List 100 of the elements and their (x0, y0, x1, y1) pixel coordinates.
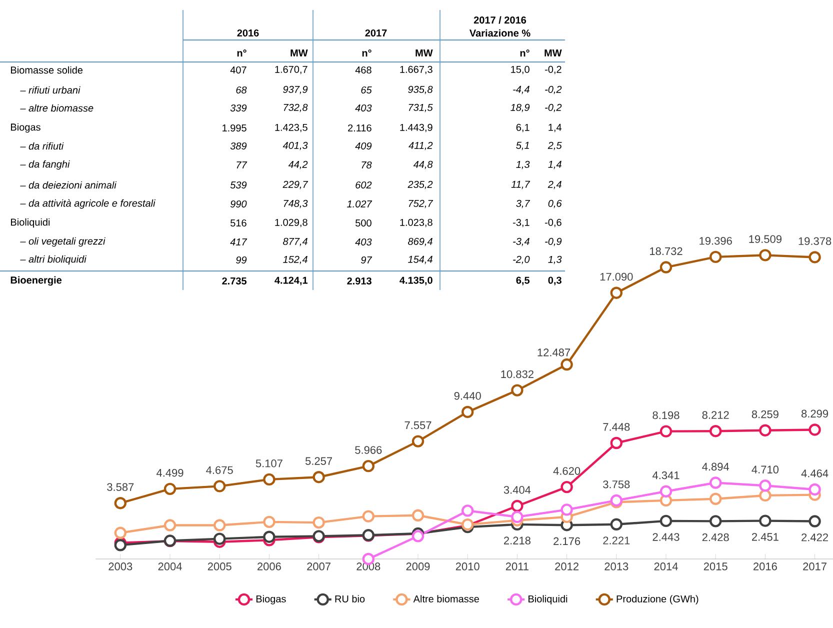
point (560, 480, 573, 494)
text: 1.423,5 (275, 124, 308, 132)
point (362, 460, 375, 472)
point (412, 435, 424, 448)
point (759, 424, 772, 436)
text: 68 (236, 86, 247, 94)
annotation: 152,4 (283, 256, 308, 264)
text: 409 (355, 142, 372, 150)
text: 403 (355, 238, 372, 246)
annotation: 6,5 (516, 276, 530, 286)
data-label: 9.440 (454, 392, 481, 400)
point (808, 515, 821, 528)
x-tick-label: 2006 (258, 562, 281, 570)
text: 44,2 (288, 160, 308, 170)
text: 1.443,9 (400, 124, 432, 132)
data-label: 5.257 (305, 457, 332, 465)
point (114, 497, 127, 510)
text: 877,4 (283, 238, 308, 246)
point (808, 251, 821, 264)
text: – da rifiuti (20, 142, 64, 150)
data-label: 8.198 (652, 411, 680, 420)
point (511, 510, 524, 524)
text: 18,9 (510, 104, 530, 112)
point (114, 539, 127, 552)
text: 407 (230, 66, 246, 74)
text: 2017 / 2016 (474, 16, 526, 24)
text: 1,3 (516, 160, 530, 170)
text: 731,5 (408, 104, 433, 112)
point (263, 516, 276, 528)
text: Biogas (11, 123, 40, 133)
data-label: 3.758 (603, 480, 630, 488)
data-label: 19.396 (700, 236, 732, 245)
text: -0,9 (545, 238, 562, 246)
text: MW (290, 50, 308, 56)
point (412, 509, 424, 522)
text: 732,8 (284, 104, 308, 112)
point (610, 286, 623, 299)
point (263, 473, 276, 486)
text: 1,4 (548, 160, 562, 170)
point (214, 532, 226, 545)
text: -0,2 (545, 104, 562, 112)
text: -4,4 (513, 86, 530, 94)
point (114, 526, 127, 539)
annotation: 4.124,1 (274, 276, 308, 286)
data-label: 2.422 (802, 533, 828, 542)
text: 403 (355, 104, 372, 112)
text: Bioliquidi (11, 218, 50, 228)
point (362, 510, 375, 522)
data-label: 4.620 (553, 467, 580, 475)
text: 3,7 (516, 200, 530, 208)
text: 1.023,8 (400, 218, 432, 228)
data-label: 12.487 (538, 348, 570, 356)
point (808, 483, 821, 496)
data-label: 18.732 (650, 247, 682, 256)
point (759, 489, 772, 502)
point (560, 504, 573, 516)
text: – oli vegetali grezzi (20, 237, 106, 247)
text: – altri bioliquidi (20, 255, 87, 265)
point (164, 519, 176, 532)
text: 5,1 (516, 142, 529, 150)
text: 411,2 (408, 142, 433, 150)
text: -0,2 (545, 86, 562, 94)
data-label: 5.966 (355, 446, 382, 454)
point (560, 358, 573, 371)
text: 15,0 (511, 66, 530, 74)
x-tick-label: 2017 (803, 562, 826, 570)
annotation: 2.913 (347, 277, 372, 285)
text: 2,5 (548, 142, 562, 150)
text: 6,1 (516, 124, 530, 132)
legend-label: RU bio (335, 595, 365, 602)
text: 78 (362, 161, 372, 169)
x-tick-label: 2014 (654, 562, 678, 570)
text: 990 (230, 200, 247, 208)
annotation: 1,3 (548, 256, 562, 264)
data-label: 4.499 (156, 468, 184, 477)
text: – rifiuti urbani (20, 86, 80, 94)
text: – altre biomasse (20, 104, 94, 112)
text: 748,3 (284, 200, 308, 208)
x-tick-label: 2004 (158, 562, 182, 570)
text: 44,8 (413, 160, 433, 170)
legend-label: Produzione (GWh) (616, 595, 698, 604)
text: 1.995 (222, 124, 246, 132)
data-label: 2.218 (504, 536, 530, 544)
data-label: 2.443 (652, 533, 680, 541)
x-tick-label: 2010 (456, 562, 480, 570)
text: 937,9 (283, 86, 308, 94)
text: 2.116 (348, 124, 372, 132)
data-label: 4.710 (752, 466, 779, 474)
data-label: 4.675 (206, 466, 233, 474)
annotation: 154,4 (408, 256, 432, 264)
text: 516 (230, 219, 246, 227)
text: 468 (355, 66, 372, 74)
text: 11,7 (511, 180, 530, 190)
point (710, 492, 722, 505)
x-tick-label: 2005 (208, 562, 232, 570)
text: 65 (361, 86, 372, 94)
x-tick-label: 2015 (704, 562, 728, 570)
data-label: 3.587 (107, 483, 134, 491)
data-label: 8.259 (752, 410, 778, 418)
text: 235,2 (408, 180, 433, 190)
